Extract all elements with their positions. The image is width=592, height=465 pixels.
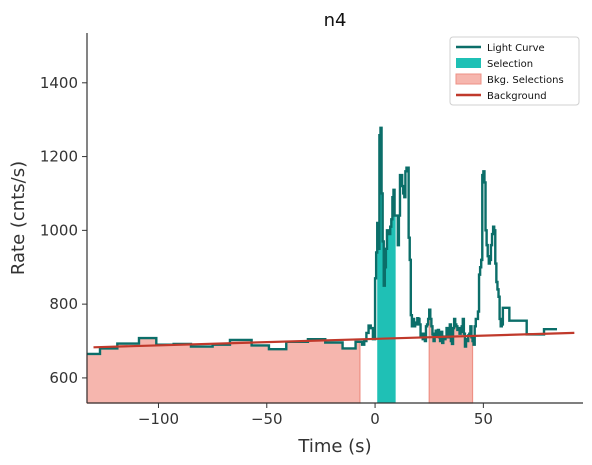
y-tick-label: 1200 bbox=[40, 148, 78, 166]
x-tick-label: −100 bbox=[138, 410, 179, 428]
ticks: −100 −50 0 50 600 800 1000 1200 1400 bbox=[40, 74, 493, 428]
legend: Light Curve Selection Bkg. Selections Backg… bbox=[449, 36, 580, 106]
background-line-layer bbox=[93, 331, 575, 349]
light-curve-layer bbox=[87, 126, 558, 356]
x-tick-label: −50 bbox=[251, 410, 283, 428]
axes bbox=[86, 33, 583, 404]
x-tick-label: 50 bbox=[474, 410, 493, 428]
x-axis-title: Time (s) bbox=[297, 436, 371, 457]
y-tick-label: 1400 bbox=[40, 74, 78, 92]
y-tick-label: 1000 bbox=[40, 221, 78, 239]
bkg-selection-1 bbox=[86, 337, 361, 404]
x-tick-label: 0 bbox=[370, 410, 380, 428]
background-fit-line bbox=[93, 331, 575, 349]
legend-label-background: Background bbox=[487, 91, 547, 102]
legend-swatch-bkg_selection bbox=[455, 73, 482, 85]
y-axis-title: Rate (cnts/s) bbox=[8, 161, 29, 275]
legend-label-selection: Selection bbox=[487, 59, 533, 70]
legend-box bbox=[449, 36, 580, 106]
y-tick-label: 800 bbox=[49, 295, 78, 313]
legend-label-bkg_selection: Bkg. Selections bbox=[487, 75, 564, 86]
legend-label-light_curve: Light Curve bbox=[487, 43, 545, 54]
legend-swatch-selection bbox=[456, 58, 481, 68]
y-tick-label: 600 bbox=[49, 369, 78, 387]
chart-title: n4 bbox=[324, 10, 347, 31]
light-curve-line bbox=[87, 126, 558, 356]
